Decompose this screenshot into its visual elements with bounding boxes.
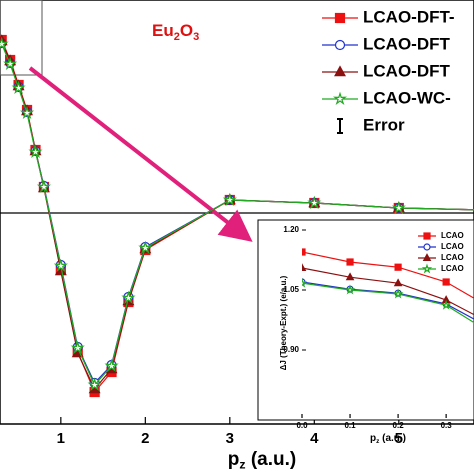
x-axis-label-part: p: [370, 433, 376, 444]
legend-label: Error: [363, 115, 405, 134]
marker: [332, 91, 348, 106]
x-tick-label: 3: [226, 430, 234, 447]
legend-label: LCAO-DFT: [363, 34, 450, 53]
marker: [11, 80, 26, 95]
legend-label: LCAO-DFT: [363, 61, 450, 80]
x-axis-label-sub: z: [376, 438, 380, 445]
marker: [423, 243, 431, 251]
marker: [334, 65, 346, 77]
y-axis-label: ΔJ (Theory-Expt.) (e/a.u.): [279, 275, 288, 370]
marker: [19, 105, 35, 120]
zoom-arrow: [28, 66, 253, 242]
marker: [70, 340, 85, 355]
marker: [28, 144, 43, 159]
marker: [0, 36, 9, 51]
legend-label: LCAO: [441, 264, 464, 273]
marker: [440, 299, 452, 310]
marker: [422, 253, 432, 261]
annotation-sub: 3: [193, 31, 199, 43]
marker: [334, 12, 346, 24]
marker: [423, 232, 431, 240]
x-tick-label: 0.0: [296, 421, 308, 430]
x-axis-label-part: (a.u.): [379, 433, 406, 444]
series-group: [0, 34, 474, 398]
marker: [53, 258, 68, 273]
plot-frame: [0, 0, 474, 425]
x-tick-label: 2: [141, 430, 149, 447]
marker: [104, 358, 119, 373]
marker: [394, 263, 402, 271]
marker: [346, 258, 354, 266]
x-axis-label-sub: z: [239, 458, 245, 472]
series-line: [1, 43, 474, 387]
marker: [302, 248, 306, 256]
inset-frame: [257, 219, 474, 421]
marker: [442, 278, 450, 286]
marker: [393, 278, 403, 287]
series-group: [302, 248, 474, 324]
x-tick-label: 4: [310, 430, 319, 447]
main-plot: 1 2 3 4 5LCAO-DFT-LCAO-DFTLCAO-DFTLCAO-WC-pz…: [0, 7, 474, 472]
legend-label: LCAO: [441, 231, 464, 240]
marker: [392, 288, 404, 299]
marker: [302, 263, 307, 271]
marker: [391, 200, 406, 215]
legend-label: LCAO-WC-: [363, 88, 451, 107]
legend-label: LCAO-DFT-: [363, 7, 455, 26]
inset-plot: 0.0 0.1 0.2 0.3 0.90 1.05 1.20 LCAO LCAO LCAO LCAO…: [279, 225, 474, 445]
marker: [36, 179, 52, 194]
legend-label: LCAO: [441, 242, 464, 251]
x-tick-label: 0.1: [344, 421, 356, 430]
legend-label: LCAO: [441, 253, 464, 262]
x-axis-label: pz (a.u.): [228, 449, 296, 472]
marker: [222, 192, 237, 207]
marker: [345, 272, 355, 281]
y-tick-label: 0.90: [283, 345, 299, 354]
y-tick-label: 1.05: [283, 285, 299, 294]
marker: [87, 377, 102, 392]
x-axis-label-part: p: [228, 449, 240, 470]
marker: [421, 263, 433, 274]
marker: [138, 240, 153, 255]
marker: [3, 56, 18, 71]
annotation: Eu2O3: [152, 21, 199, 42]
x-axis-label-part: (a.u.): [246, 449, 297, 470]
marker: [344, 284, 356, 295]
x-axis-label: pz (a.u.): [370, 433, 406, 445]
x-tick-label: 1: [57, 430, 65, 447]
x-tick-label: 0.3: [441, 421, 453, 430]
zoom-box: [0, 0, 43, 76]
annotation-part: O: [180, 21, 193, 40]
y-tick-label: 1.20: [283, 225, 299, 234]
legend-error-symbol: [337, 118, 343, 134]
annotation-part: Eu: [152, 21, 174, 40]
x-tick-label: 5: [395, 430, 403, 447]
marker: [334, 39, 346, 51]
marker: [121, 290, 136, 305]
x-tick-label: 0.2: [393, 421, 405, 430]
annotation-sub: 2: [174, 31, 180, 43]
marker: [302, 277, 308, 288]
marker: [307, 195, 322, 210]
